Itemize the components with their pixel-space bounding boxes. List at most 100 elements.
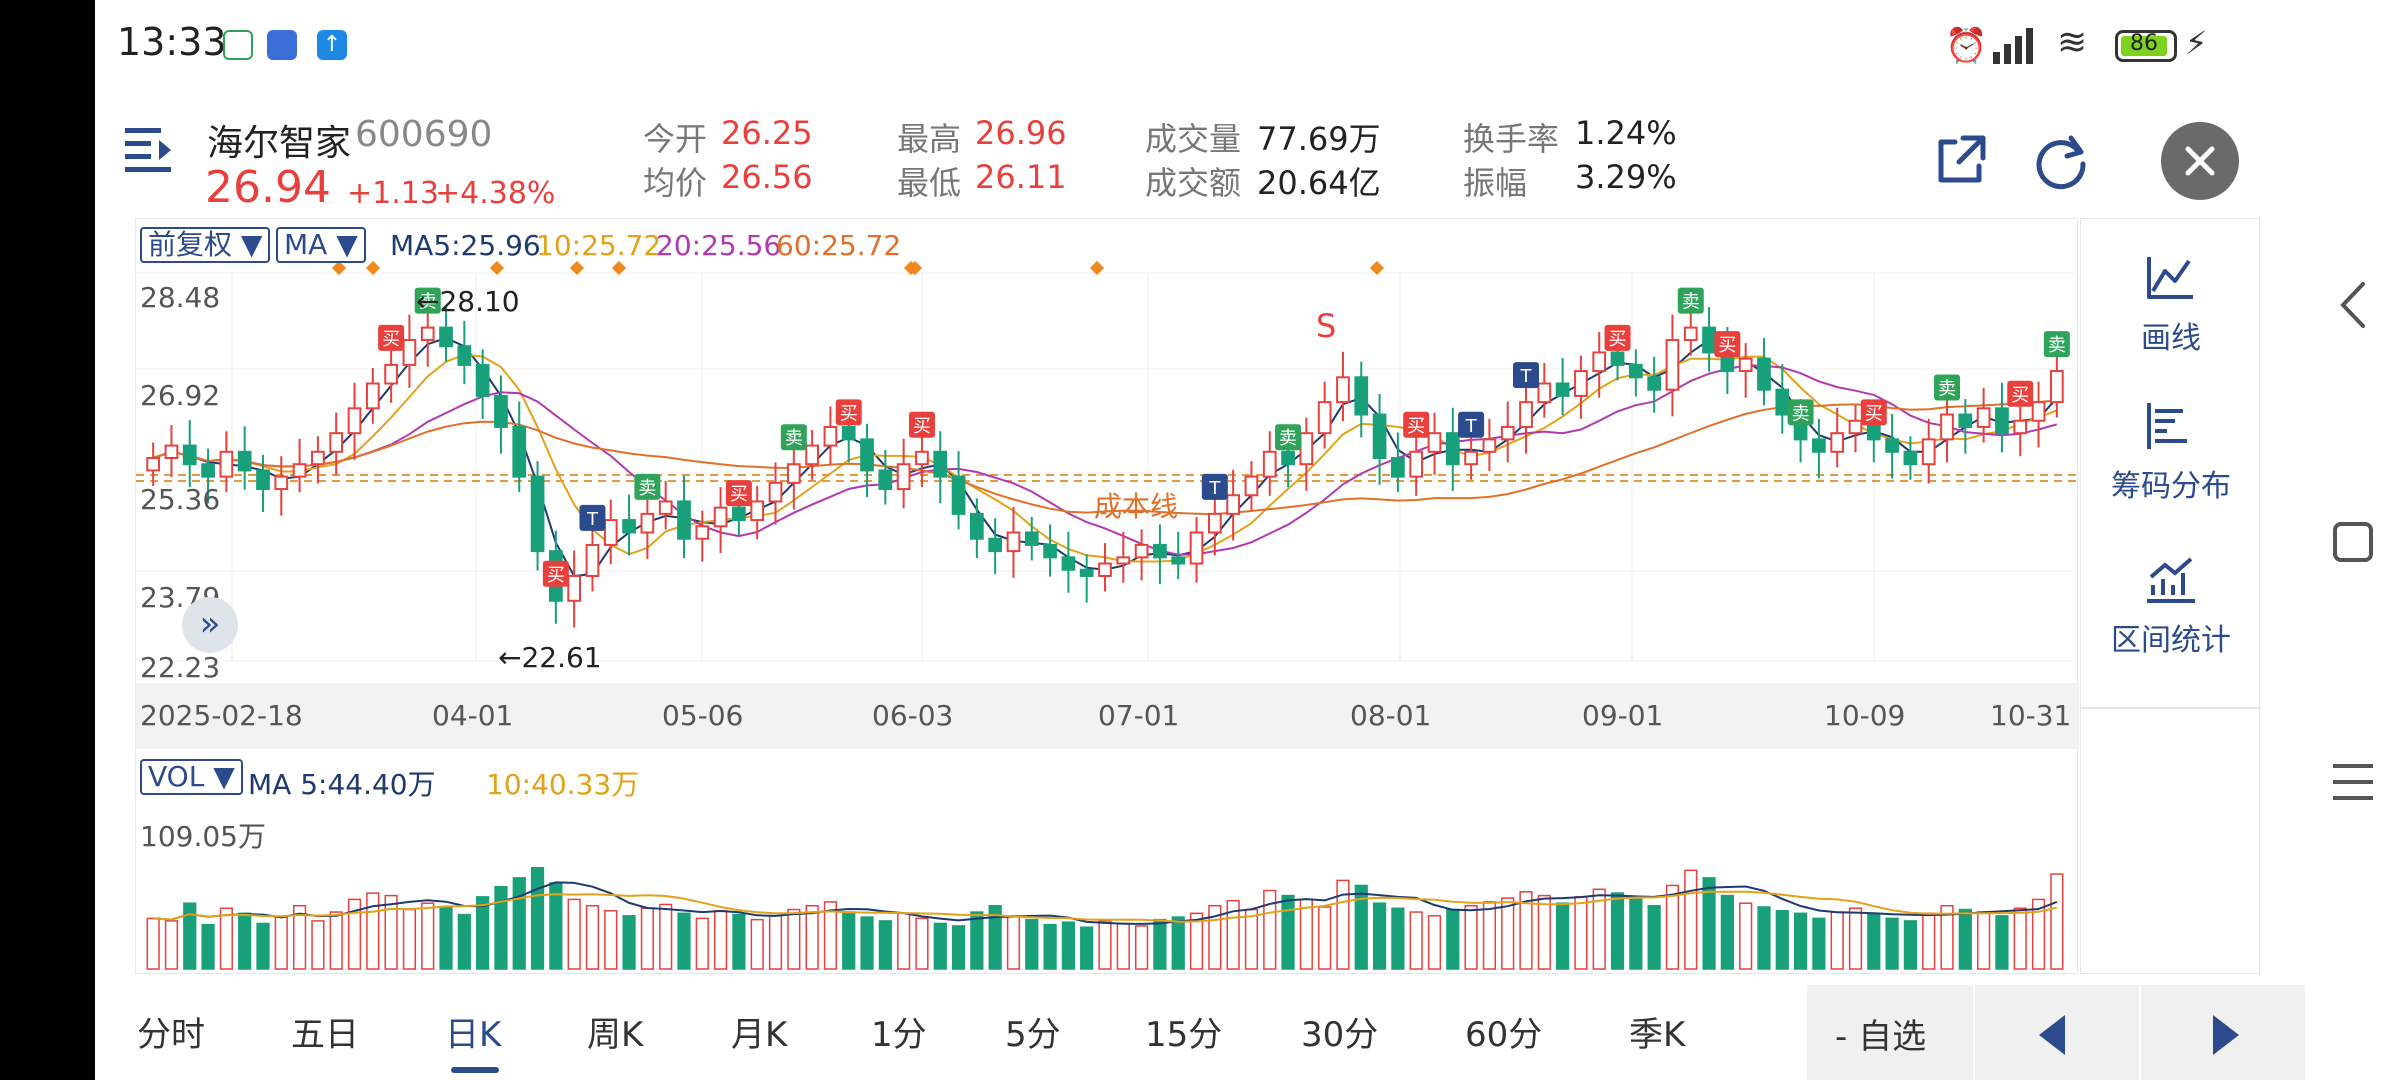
- signal-text: 卖: [2048, 335, 2066, 356]
- indicator-dropdown[interactable]: MA ▼: [276, 227, 366, 263]
- candle-body: [1226, 494, 1240, 515]
- candle-body: [475, 363, 490, 397]
- x-tick: 10-31: [1990, 699, 2072, 732]
- trade-signal: 卖: [2043, 331, 2070, 358]
- tab-rik[interactable]: 日K: [445, 1015, 502, 1055]
- back-icon[interactable]: [2337, 280, 2367, 330]
- stat-value: 20.64亿: [1257, 164, 1381, 202]
- volume-bar: [1775, 910, 1789, 970]
- candle-body: [896, 463, 911, 491]
- prev-arrow-button[interactable]: [2039, 1015, 2065, 1055]
- share-icon[interactable]: [1933, 132, 1989, 188]
- volume-ma-lines: [153, 881, 2058, 925]
- volume-bar: [1171, 916, 1185, 970]
- stock-code: 600690: [355, 114, 493, 155]
- candle-body: [1006, 531, 1021, 553]
- tab-15min[interactable]: 15分: [1145, 1015, 1223, 1055]
- trade-signal: 卖: [414, 287, 441, 314]
- volume-bar: [549, 882, 563, 970]
- volume-bar: [878, 920, 892, 970]
- expand-button[interactable]: »: [182, 597, 238, 653]
- ctrl-divider: [2139, 985, 2141, 1080]
- volume-bar: [494, 885, 508, 970]
- volume-bar: [1647, 904, 1661, 970]
- ma60-line: [152, 399, 2057, 516]
- signal-badge: [1934, 374, 1961, 401]
- signal-badge: [1201, 473, 1228, 500]
- tab-wuri[interactable]: 五日: [291, 1015, 359, 1055]
- vol-label: VOL: [148, 760, 205, 793]
- current-price: 26.94: [205, 162, 331, 213]
- volume-bar: [604, 910, 618, 970]
- volume-bar: [1848, 907, 1863, 970]
- draw-line-icon: [2147, 257, 2193, 299]
- volume-bar: [476, 896, 490, 970]
- vol-dropdown[interactable]: VOL ▼: [140, 759, 243, 795]
- candle-body: [1336, 376, 1350, 404]
- signal-text: 买: [2011, 385, 2029, 406]
- volume-bar: [292, 904, 307, 970]
- tab-30min[interactable]: 30分: [1301, 1015, 1379, 1055]
- vol-ma5-value: MA 5:44.40万: [248, 768, 436, 801]
- volume-bar: [1464, 904, 1478, 970]
- trade-signal: T: [1201, 473, 1228, 500]
- candle-body: [1299, 432, 1314, 466]
- volume-bar: [2050, 873, 2064, 970]
- tab-60min[interactable]: 60分: [1465, 1015, 1543, 1055]
- event-marker: [611, 260, 627, 276]
- signal-badge: [2043, 331, 2070, 358]
- chip-distribution-tool[interactable]: 筹码分布: [2081, 401, 2261, 505]
- signal-text: 买: [1718, 335, 1736, 356]
- tab-jik[interactable]: 季K: [1629, 1015, 1686, 1055]
- volume-bar: [238, 912, 252, 970]
- next-arrow-button[interactable]: [2213, 1015, 2239, 1055]
- tab-zhouk[interactable]: 周K: [587, 1015, 644, 1055]
- refresh-icon[interactable]: [2031, 130, 2091, 190]
- volume-bar: [1189, 912, 1204, 970]
- candle-body: [805, 444, 819, 466]
- volume-bar: [1006, 915, 1021, 970]
- menu-icon[interactable]: [125, 128, 175, 172]
- adjust-dropdown[interactable]: 前复权 ▼: [140, 227, 271, 263]
- candle-body: [658, 500, 673, 515]
- close-button[interactable]: [2161, 122, 2239, 200]
- indicator-label: MA: [284, 228, 328, 261]
- candle-body: [329, 432, 344, 453]
- trade-signal: 买: [1604, 324, 1631, 351]
- s-marker: S: [1316, 307, 1337, 345]
- candle-body: [988, 537, 1003, 553]
- tab-1min[interactable]: 1分: [871, 1015, 927, 1055]
- volume-bar: [1830, 911, 1844, 970]
- candle-body: [1738, 357, 1753, 373]
- candle-body: [1445, 432, 1460, 466]
- watchlist-button[interactable]: - 自选: [1835, 1017, 1927, 1057]
- recent-apps-icon[interactable]: [2333, 762, 2373, 802]
- period-tabbar: 分时 五日 日K 周K 月K 1分 5分 15分 30分 60分 季K - 自选: [95, 985, 2305, 1080]
- low-annotation: ←22.61: [498, 641, 602, 674]
- draw-line-tool[interactable]: 画线: [2081, 253, 2261, 357]
- home-square-icon[interactable]: [2333, 522, 2373, 562]
- candle-body: [713, 506, 728, 528]
- volume-bar: [2013, 907, 2027, 970]
- signal-badge: [634, 473, 661, 500]
- volume-bar: [1391, 907, 1405, 970]
- range-stats-tool[interactable]: 区间统计: [2081, 555, 2261, 659]
- candle-body: [970, 512, 984, 540]
- tab-yuek[interactable]: 月K: [731, 1015, 788, 1055]
- volume-bar: [1885, 917, 1899, 970]
- candle-body: [677, 500, 691, 540]
- tab-fenshi[interactable]: 分时: [137, 1015, 205, 1055]
- volume-bar: [384, 894, 398, 970]
- tab-5min[interactable]: 5分: [1005, 1015, 1061, 1055]
- home-app-icon: [223, 30, 253, 60]
- volume-bar: [1922, 912, 1936, 970]
- candle-body: [1647, 376, 1662, 391]
- candle-body: [1940, 413, 1954, 441]
- trade-signal: 买: [1860, 399, 1887, 426]
- candle-body: [1464, 450, 1478, 466]
- event-marker: [489, 260, 505, 276]
- y-tick: 26.92: [140, 379, 221, 412]
